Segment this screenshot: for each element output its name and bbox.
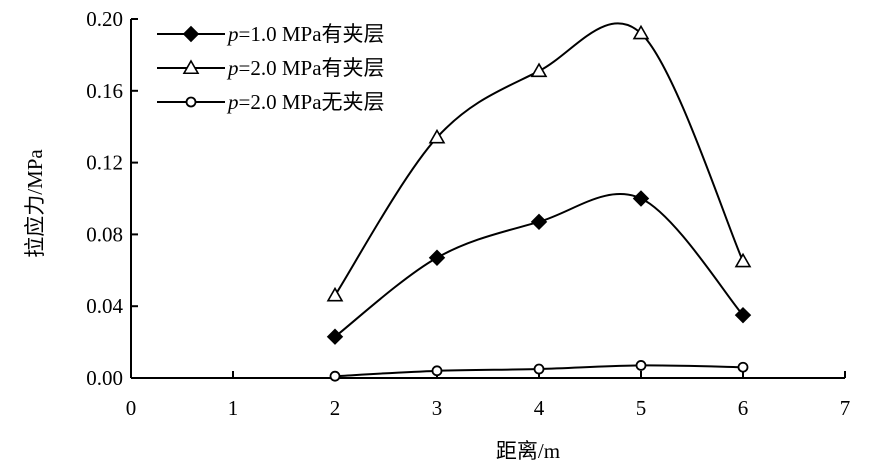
series-layer <box>326 22 752 382</box>
series-3 <box>329 360 749 382</box>
series-1 <box>326 190 752 345</box>
legend-marker <box>182 25 200 43</box>
x-tick-label: 4 <box>534 396 545 420</box>
y-tick-label: 0.08 <box>86 222 123 246</box>
legend-item: p=2.0 MPa无夹层 <box>157 90 385 114</box>
y-tick-label: 0.12 <box>86 151 123 175</box>
x-axis-title: 距离/m <box>496 439 560 463</box>
y-tick-label: 0.16 <box>86 79 123 103</box>
data-point <box>530 62 548 78</box>
legend-item: p=1.0 MPa有夹层 <box>157 22 385 46</box>
data-point <box>734 252 752 268</box>
legend-marker <box>185 96 197 108</box>
data-point <box>329 370 341 382</box>
data-point <box>326 328 344 345</box>
legend-item: p=2.0 MPa有夹层 <box>157 56 385 80</box>
data-point <box>428 249 446 266</box>
x-tick-label: 5 <box>636 396 647 420</box>
legend-label: p=2.0 MPa有夹层 <box>226 56 385 80</box>
data-point <box>635 360 647 371</box>
x-tick-label: 3 <box>432 396 443 420</box>
legend-label: p=2.0 MPa无夹层 <box>226 90 385 114</box>
x-tick-label: 2 <box>330 396 341 420</box>
y-tick-label: 0.04 <box>86 294 123 318</box>
data-point <box>632 190 650 207</box>
y-tick-label: 0.00 <box>86 366 123 390</box>
series-line <box>334 22 744 296</box>
legend-marker <box>182 59 200 75</box>
x-tick-label: 7 <box>840 396 851 420</box>
data-point <box>530 213 548 231</box>
x-tick-label: 1 <box>228 396 239 420</box>
data-point <box>431 365 443 377</box>
legend-label: p=1.0 MPa有夹层 <box>226 22 385 46</box>
data-point <box>632 24 650 40</box>
x-tick-label: 0 <box>126 396 137 420</box>
data-point <box>737 361 749 373</box>
data-point <box>428 128 446 144</box>
chart-axes <box>130 19 845 379</box>
data-point <box>326 286 344 302</box>
series-2 <box>326 22 752 302</box>
data-point <box>734 306 752 324</box>
x-tick-label: 6 <box>738 396 749 420</box>
y-axis-ticks: 0.00 0.04 0.08 0.12 0.16 0.20 <box>86 7 138 390</box>
y-axis-title: 拉应力/MPa <box>23 149 47 258</box>
legend: p=1.0 MPa有夹层 p=2.0 MPa有夹层 p=2.0 MPa无夹层 <box>157 22 385 114</box>
data-point <box>533 363 545 375</box>
y-tick-label: 0.20 <box>86 7 123 31</box>
